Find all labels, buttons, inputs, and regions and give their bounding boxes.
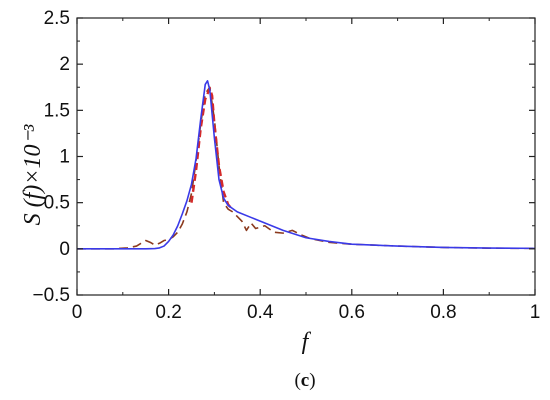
x-tick-label: 0.8 — [430, 302, 456, 323]
labels-layer: f S (f)×10⁻³ (c) — [20, 124, 316, 391]
y-tick-label: 0.5 — [44, 193, 70, 214]
y-tick-label: 2 — [59, 54, 70, 75]
figure-caption: (c) — [294, 370, 315, 391]
x-tick-label: 0.4 — [247, 302, 274, 323]
x-tick-label: 1 — [530, 302, 541, 323]
y-tick-label: 1.5 — [44, 100, 70, 121]
x-axis-label: f — [302, 329, 312, 355]
caption-letter: c — [301, 370, 309, 391]
caption-close-paren: ) — [309, 370, 315, 391]
plot-frame — [76, 17, 536, 296]
y-tick-label: 2.5 — [44, 8, 70, 29]
series-line-solid — [77, 79, 536, 250]
axes-layer: 0 0.2 0.4 0.6 0.8 1−0.500.511.522.5 — [32, 8, 540, 323]
x-tick-label: 0 — [72, 302, 83, 323]
series-layer — [77, 79, 536, 250]
series-line-dashed — [190, 86, 234, 211]
y-tick-label: −0.5 — [32, 285, 70, 306]
x-tick-label: 0.6 — [339, 302, 365, 323]
caption-open-paren: ( — [294, 370, 300, 391]
x-tick-label: 0.2 — [155, 302, 181, 323]
y-tick-label: 0 — [59, 239, 70, 260]
series-line-long-dash — [77, 86, 536, 250]
y-axis-label: S (f)×10⁻³ — [20, 124, 46, 226]
y-tick-label: 1 — [59, 147, 70, 168]
